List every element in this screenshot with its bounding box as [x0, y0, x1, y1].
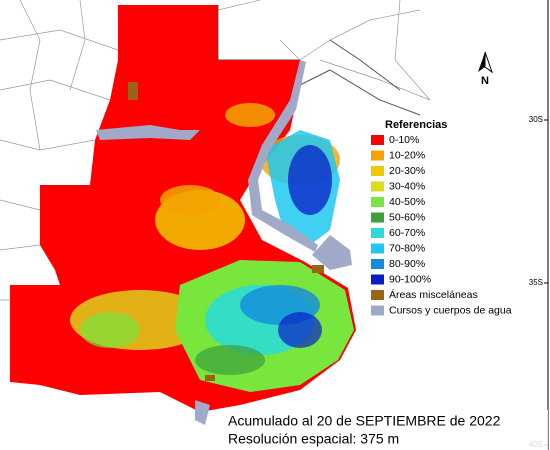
legend-label: 0-10%: [389, 134, 419, 146]
legend-label: 20-30%: [389, 165, 425, 177]
water: [96, 60, 352, 425]
lat-label: 35S: [529, 278, 543, 287]
legend-label: 40-50%: [389, 196, 425, 208]
legend-swatch: [371, 181, 384, 192]
caption-line: Acumulado al 20 de SEPTIEMBRE de 2022: [228, 413, 501, 429]
legend: Referencias 0-10% 10-20% 20-30% 30-40% 40-50…: [371, 119, 512, 316]
legend-label: 80-90%: [389, 258, 425, 270]
misc-areas: [128, 82, 324, 381]
legend-swatch: [371, 135, 384, 145]
legend-swatch: [371, 243, 384, 254]
legend-label: 50-60%: [389, 211, 425, 223]
legend-swatch: [371, 150, 384, 161]
legend-label: Cursos y cuerpos de agua: [389, 304, 512, 316]
region-high: [175, 130, 354, 392]
north-arrow: N: [478, 51, 493, 87]
legend-label: 70-80%: [389, 242, 425, 254]
legend-swatch: [371, 274, 384, 285]
legend-swatch: [371, 212, 384, 223]
lat-label: 30S: [529, 115, 543, 124]
legend-swatch: [371, 197, 384, 207]
legend-swatch: [371, 228, 384, 238]
legend-label: Áreas misceláneas: [389, 288, 478, 301]
legend-title: Referencias: [385, 119, 447, 131]
legend-label: 30-40%: [389, 180, 425, 192]
legend-swatch: [371, 259, 384, 269]
legend-swatch: [371, 305, 384, 316]
caption-line: Resolución espacial: 375 m: [228, 431, 399, 447]
legend-label: 10-20%: [389, 149, 425, 161]
legend-label: 60-70%: [389, 227, 425, 239]
legend-label: 90-100%: [389, 273, 431, 285]
legend-swatch: [371, 290, 384, 300]
legend-swatch: [371, 166, 384, 176]
north-label: N: [481, 75, 489, 87]
caption-bg: [222, 410, 548, 450]
